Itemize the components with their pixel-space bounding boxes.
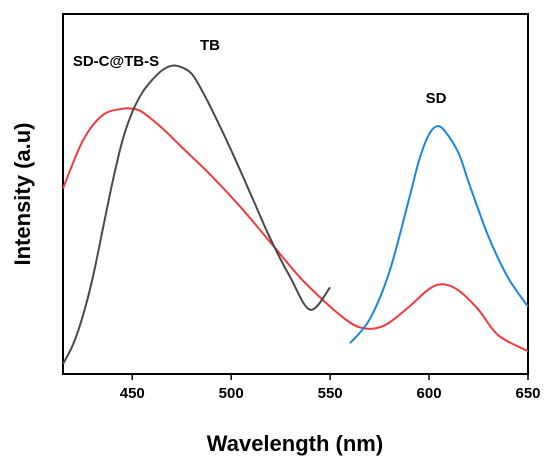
x-axis-title: Wavelength (nm) xyxy=(207,431,383,456)
x-tick-label: 600 xyxy=(417,385,442,402)
x-ticks: 450 500 550 600 650 xyxy=(120,374,541,402)
plot-frame xyxy=(62,13,529,375)
y-axis-title: Intensity (a.u) xyxy=(10,122,35,265)
x-tick-label: 650 xyxy=(515,385,540,402)
series-line-tb xyxy=(62,64,331,365)
x-tick-label: 550 xyxy=(318,385,343,402)
series-annotations: SD-C@TB-S TB SD xyxy=(73,37,447,107)
series-label-tb: TB xyxy=(200,37,220,54)
series-label-sd: SD xyxy=(426,90,447,107)
x-tick-label: 500 xyxy=(219,385,244,402)
x-tick-label: 450 xyxy=(120,385,145,402)
series-layer xyxy=(62,64,529,365)
series-line-sd-c-tb-s xyxy=(62,107,529,353)
series-line-sd xyxy=(349,125,529,344)
series-label-sd-c-tb-s: SD-C@TB-S xyxy=(73,53,159,70)
